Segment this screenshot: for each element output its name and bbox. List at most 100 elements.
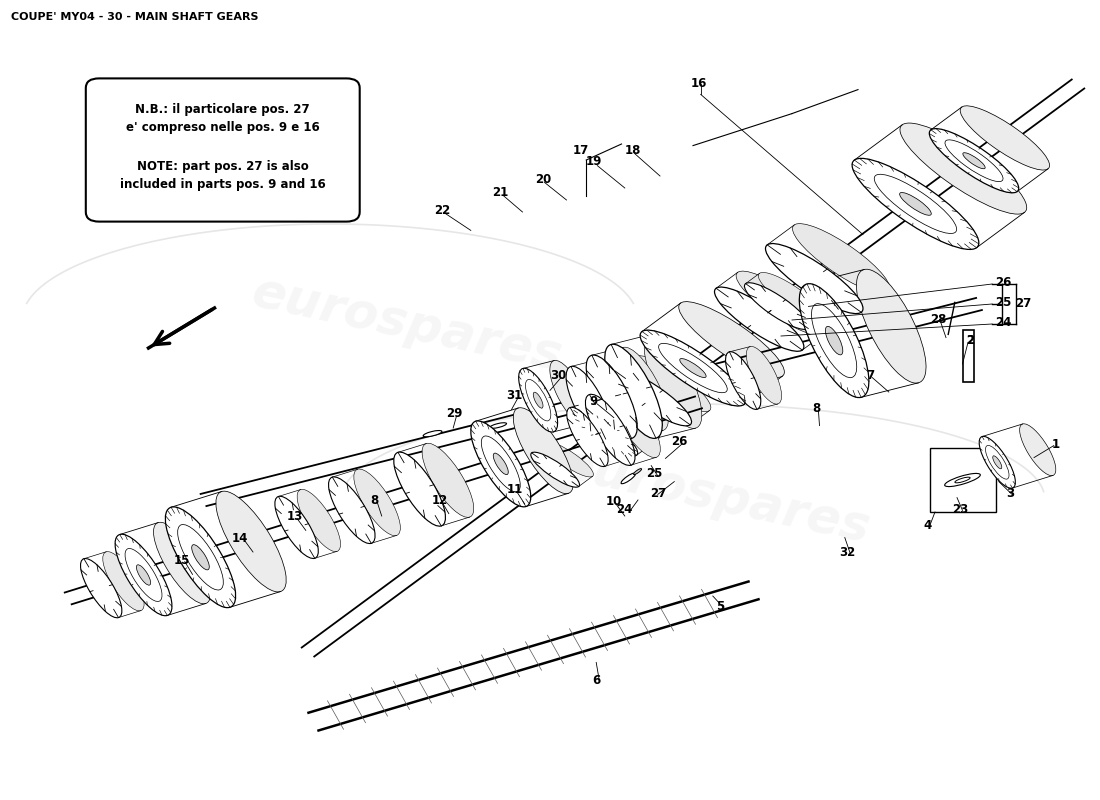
Ellipse shape <box>424 430 442 437</box>
Ellipse shape <box>614 370 692 426</box>
Ellipse shape <box>945 474 980 486</box>
Text: 30: 30 <box>551 369 566 382</box>
Ellipse shape <box>136 565 151 585</box>
Text: 25: 25 <box>996 296 1011 309</box>
Text: 24: 24 <box>617 503 632 516</box>
Ellipse shape <box>566 366 610 439</box>
Text: 25: 25 <box>647 467 662 480</box>
Text: 7: 7 <box>866 369 874 382</box>
Ellipse shape <box>594 394 659 440</box>
Bar <box>962 330 974 382</box>
Ellipse shape <box>979 436 1015 488</box>
Text: 15: 15 <box>174 554 189 566</box>
Ellipse shape <box>857 270 926 383</box>
Text: 27: 27 <box>650 487 666 500</box>
Ellipse shape <box>216 491 286 592</box>
Text: 2: 2 <box>966 334 975 346</box>
Ellipse shape <box>1020 424 1056 476</box>
Ellipse shape <box>125 549 162 602</box>
Text: 19: 19 <box>586 155 602 168</box>
Ellipse shape <box>745 282 810 330</box>
Text: N.B.: il particolare pos. 27
e' compreso nelle pos. 9 e 16: N.B.: il particolare pos. 27 e' compreso… <box>125 103 320 134</box>
Ellipse shape <box>534 392 543 408</box>
Ellipse shape <box>992 456 1002 469</box>
Ellipse shape <box>766 243 864 314</box>
Text: 4: 4 <box>923 519 932 532</box>
Ellipse shape <box>792 223 890 294</box>
Text: 2: 2 <box>966 334 975 346</box>
Text: 31: 31 <box>507 389 522 402</box>
Ellipse shape <box>900 123 1026 214</box>
Ellipse shape <box>900 193 932 215</box>
Ellipse shape <box>297 490 341 551</box>
Text: 21: 21 <box>493 186 508 199</box>
Text: 18: 18 <box>625 144 640 157</box>
Text: 3: 3 <box>1005 487 1014 500</box>
Text: 9: 9 <box>590 395 598 408</box>
Ellipse shape <box>605 344 662 438</box>
Ellipse shape <box>587 401 628 460</box>
Text: 12: 12 <box>432 494 448 506</box>
Ellipse shape <box>329 477 375 543</box>
Ellipse shape <box>746 346 782 404</box>
Ellipse shape <box>586 355 637 438</box>
Ellipse shape <box>955 477 970 483</box>
Ellipse shape <box>550 361 588 424</box>
Text: 28: 28 <box>931 313 946 326</box>
Ellipse shape <box>597 427 614 438</box>
Ellipse shape <box>852 158 979 250</box>
Text: COUPE' MY04 - 30 - MAIN SHAFT GEARS: COUPE' MY04 - 30 - MAIN SHAFT GEARS <box>11 12 258 22</box>
Ellipse shape <box>986 446 1009 479</box>
Ellipse shape <box>960 106 1049 170</box>
Ellipse shape <box>736 271 825 335</box>
Ellipse shape <box>471 421 531 507</box>
Ellipse shape <box>80 558 122 618</box>
FancyBboxPatch shape <box>86 78 360 222</box>
Text: 16: 16 <box>691 77 706 90</box>
Ellipse shape <box>566 407 608 466</box>
Ellipse shape <box>632 355 711 412</box>
Ellipse shape <box>354 469 400 536</box>
Text: 17: 17 <box>573 144 588 157</box>
Ellipse shape <box>659 343 727 393</box>
Ellipse shape <box>874 174 957 234</box>
Ellipse shape <box>544 442 593 477</box>
Text: 10: 10 <box>606 495 621 508</box>
Ellipse shape <box>102 551 144 611</box>
Ellipse shape <box>715 287 804 351</box>
Text: 32: 32 <box>839 546 855 558</box>
Ellipse shape <box>584 418 626 448</box>
Ellipse shape <box>422 443 474 518</box>
Ellipse shape <box>519 368 558 432</box>
Ellipse shape <box>930 129 1019 193</box>
Text: eurospares: eurospares <box>556 440 874 552</box>
Ellipse shape <box>526 379 551 421</box>
Ellipse shape <box>165 507 235 608</box>
Text: 8: 8 <box>370 494 378 506</box>
Ellipse shape <box>621 473 636 484</box>
Ellipse shape <box>592 360 637 433</box>
Ellipse shape <box>617 347 669 430</box>
Ellipse shape <box>726 352 761 410</box>
Ellipse shape <box>679 302 784 378</box>
Text: 29: 29 <box>447 407 462 420</box>
Text: 27: 27 <box>1015 297 1031 310</box>
Ellipse shape <box>800 284 869 398</box>
Ellipse shape <box>493 453 508 474</box>
Text: 24: 24 <box>996 316 1011 329</box>
Ellipse shape <box>177 525 223 590</box>
Text: 23: 23 <box>953 503 968 516</box>
Ellipse shape <box>812 304 857 378</box>
Ellipse shape <box>962 153 986 169</box>
Text: 22: 22 <box>434 204 450 217</box>
Text: NOTE: part pos. 27 is also
included in parts pos. 9 and 16: NOTE: part pos. 27 is also included in p… <box>120 160 326 191</box>
Ellipse shape <box>275 496 318 558</box>
Text: 6: 6 <box>592 674 601 686</box>
Text: 8: 8 <box>812 402 821 415</box>
Ellipse shape <box>758 273 824 319</box>
Ellipse shape <box>680 358 706 378</box>
Ellipse shape <box>634 469 641 474</box>
Bar <box>930 448 996 512</box>
Ellipse shape <box>645 334 702 429</box>
Ellipse shape <box>825 326 843 355</box>
